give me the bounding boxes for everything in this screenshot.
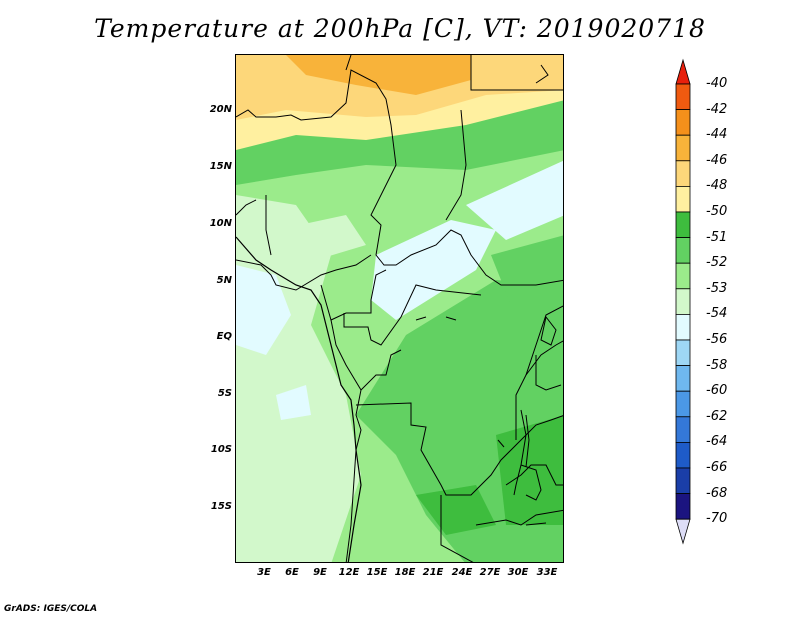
colorbar-segment: [675, 365, 691, 392]
lon-label-12e: 12E: [338, 567, 360, 578]
field-cyan-central: [371, 220, 496, 320]
lon-label-9e: 9E: [313, 567, 327, 578]
colorbar-segment: [675, 134, 691, 162]
field-green-dark-se: [496, 415, 563, 525]
colorbar-segment: [675, 416, 691, 443]
lat-label-10n: 10N: [209, 218, 232, 229]
colorbar-segment: [675, 83, 691, 111]
lon-label-15e: 15E: [366, 567, 388, 578]
colorbar-label: -62: [706, 408, 728, 424]
map-title: Temperature at 200hPa [C], VT: 201902071…: [94, 14, 706, 43]
colorbar-label: -44: [706, 127, 728, 143]
colorbar-segment: [675, 160, 691, 187]
lat-label-10s: 10S: [210, 444, 232, 455]
colorbar-segment: [675, 390, 691, 418]
lon-label-21e: 21E: [422, 567, 444, 578]
colorbar-label: -42: [706, 101, 728, 117]
colorbar-segment: [675, 262, 691, 290]
map-field-svg: [236, 55, 563, 562]
colorbar-segment: [675, 211, 691, 239]
lat-label-5s: 5S: [217, 388, 232, 399]
colorbar-label: -64: [706, 434, 728, 450]
lon-label-6e: 6E: [285, 567, 299, 578]
field-green-ne: [491, 235, 563, 305]
colorbar-segment: [675, 288, 691, 315]
temperature-map: [235, 54, 564, 563]
colorbar-label: -51: [706, 229, 728, 245]
colorbar-segment: [675, 493, 691, 520]
colorbar-label: -50: [706, 204, 728, 219]
colorbar-label: -46: [706, 152, 728, 168]
lat-label-eq: EQ: [216, 331, 232, 342]
colorbar-label: -60: [706, 383, 728, 399]
field-cyan-spot: [276, 385, 311, 420]
colorbar-label: -52: [706, 255, 728, 271]
colorbar-segment: [675, 467, 691, 495]
lon-label-18e: 18E: [394, 567, 416, 578]
field-orange-north: [286, 55, 471, 95]
lat-label-20n: 20N: [209, 104, 232, 115]
colorbar-segment: [675, 313, 691, 341]
colorbar-label: -54: [706, 306, 728, 322]
lat-label-15n: 15N: [209, 161, 232, 172]
colorbar-segment: [675, 441, 691, 469]
colorbar-label: -58: [706, 357, 728, 373]
colorbar-label: -68: [706, 485, 728, 501]
colorbar: [675, 58, 691, 545]
lon-label-33e: 33E: [536, 567, 558, 578]
colorbar-label: -56: [706, 332, 728, 347]
lon-label-30e: 30E: [507, 567, 529, 578]
lakes: [415, 64, 557, 526]
colorbar-segments: [675, 58, 691, 545]
colorbar-top-arrow: [675, 58, 691, 85]
colorbar-label: -66: [706, 460, 728, 475]
lon-label-27e: 27E: [479, 567, 501, 578]
lon-label-24e: 24E: [451, 567, 473, 578]
colorbar-label: -70: [706, 511, 728, 527]
coastline: [236, 236, 362, 562]
colorbar-label: -48: [706, 178, 728, 194]
colorbar-segment: [675, 339, 691, 367]
lat-label-5n: 5N: [216, 275, 232, 286]
lat-label-15s: 15S: [210, 501, 232, 512]
colorbar-bottom-arrow: [675, 518, 691, 545]
colorbar-segment: [675, 109, 691, 136]
field-pale-nw: [276, 215, 366, 260]
grads-credit: GrADS: IGES/COLA: [4, 604, 98, 614]
field-cyan-west: [236, 265, 291, 355]
colorbar-segment: [675, 185, 691, 213]
lon-label-3e: 3E: [257, 567, 271, 578]
field-green-dark-s: [416, 485, 496, 535]
colorbar-segment: [675, 237, 691, 264]
colorbar-label: -40: [706, 76, 728, 91]
colorbar-label: -53: [706, 280, 728, 296]
field-cyan-ne: [466, 160, 563, 240]
